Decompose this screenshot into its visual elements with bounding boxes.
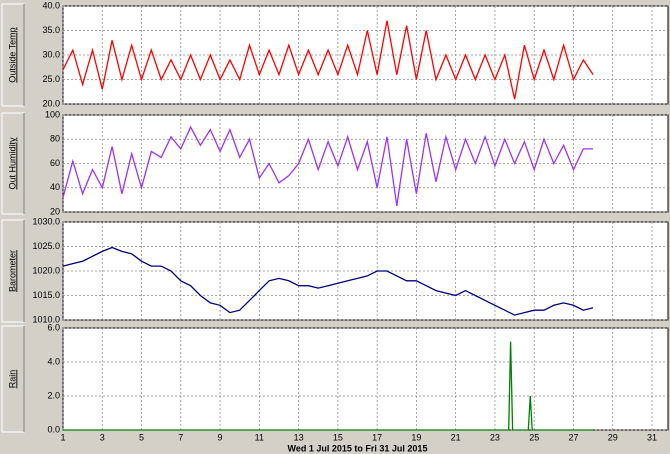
y-tick-label: 35.0 (42, 25, 60, 35)
y-tick-label: 2.0 (47, 390, 60, 400)
data-line (62, 20, 594, 100)
data-line (62, 246, 594, 316)
y-tick-label: 1025.0 (32, 241, 60, 251)
x-tick-label: 25 (529, 432, 539, 442)
y-tick-label: 20.0 (42, 98, 60, 108)
x-tick-label: 17 (372, 432, 382, 442)
x-tick-label: 21 (451, 432, 461, 442)
y-tick-label: 20 (50, 206, 60, 216)
y-tick-label: 80 (50, 134, 60, 144)
data-line (62, 125, 594, 206)
data-line (63, 341, 594, 431)
x-tick-label: 7 (178, 432, 183, 442)
y-tick-label: 0.0 (47, 424, 60, 434)
y-tick-label: 4.0 (47, 356, 60, 366)
y-tick-label: 100 (45, 109, 60, 119)
y-tick-label: 1020.0 (32, 265, 60, 275)
x-tick-label: 19 (411, 432, 421, 442)
y-axis-label: Out Humidity (7, 137, 17, 190)
x-tick-label: 31 (647, 432, 657, 442)
x-tick-label: 15 (333, 432, 343, 442)
x-tick-label: 11 (255, 432, 264, 442)
y-axis-label: Barometer (7, 250, 17, 292)
y-tick-label: 6.0 (47, 322, 60, 332)
x-tick-label: 5 (139, 432, 144, 442)
x-tick-label: 23 (490, 432, 500, 442)
x-tick-label: 9 (218, 432, 223, 442)
y-tick-label: 1015.0 (32, 290, 60, 300)
x-tick-label: 13 (294, 432, 304, 442)
y-tick-label: 1010.0 (32, 314, 60, 324)
y-tick-label: 1030.0 (32, 216, 60, 226)
plot-area (62, 221, 669, 321)
y-tick-label: 60 (50, 158, 60, 168)
plot-area (62, 5, 669, 105)
x-tick-label: 1 (60, 432, 65, 442)
y-tick-label: 40 (50, 182, 60, 192)
y-axis-label: Rain (7, 370, 17, 389)
y-tick-label: 40.0 (42, 0, 60, 10)
x-tick-label: 3 (100, 432, 105, 442)
x-axis-label: Wed 1 Jul 2015 to Fri 31 Jul 2015 (288, 443, 428, 453)
x-tick-label: 27 (568, 432, 578, 442)
y-tick-label: 30.0 (42, 49, 60, 59)
x-tick-label: 29 (608, 432, 618, 442)
y-tick-label: 25.0 (42, 74, 60, 84)
y-axis-label: Outside Temp (7, 27, 17, 82)
plot-area (62, 114, 669, 213)
plot-area (62, 327, 669, 431)
